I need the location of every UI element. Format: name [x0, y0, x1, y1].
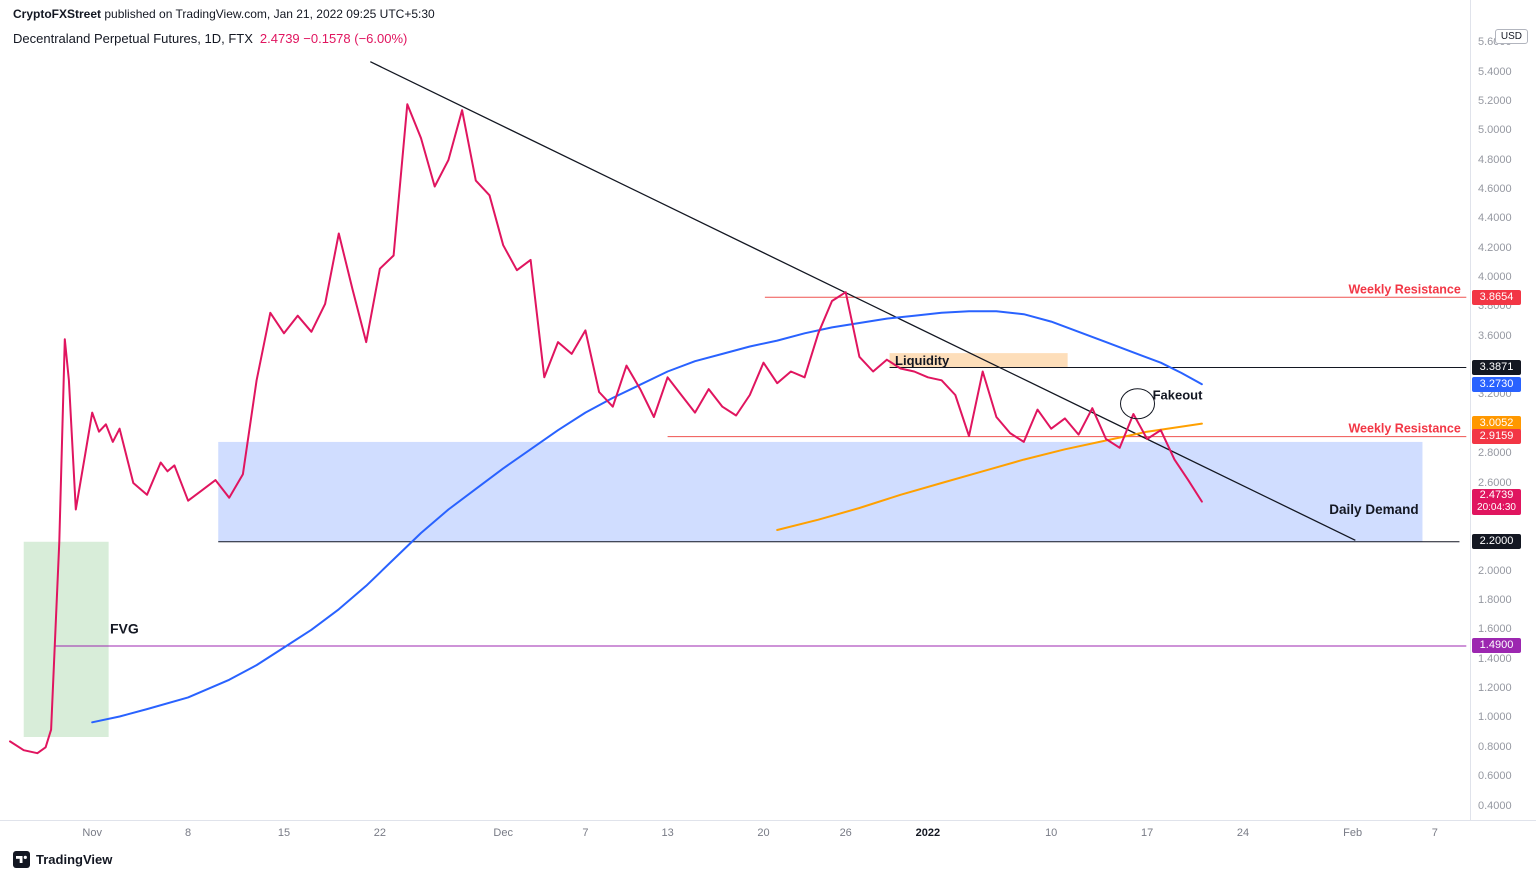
time-axis-label-26: 26 — [839, 827, 852, 839]
price-axis-label: 4.2000 — [1478, 241, 1512, 254]
price-axis-label: 4.0000 — [1478, 271, 1512, 284]
time-axis-label-24: 24 — [1236, 827, 1250, 839]
price-axis-label: 2.6000 — [1478, 476, 1512, 489]
tradingview-logo-icon[interactable] — [13, 850, 30, 868]
countdown-timer: 20:04:30 — [1477, 501, 1516, 513]
price-tag-2.9159: 2.9159 — [1472, 429, 1521, 445]
symbol-title[interactable]: Decentraland Perpetual Futures, 1D, FTX — [13, 31, 253, 46]
price-axis-label: 0.8000 — [1478, 740, 1512, 753]
mana-price-series — [9, 103, 1203, 755]
price-tag-2.4739: 2.4739 20:04:30 — [1472, 488, 1521, 515]
time-axis-label-10: 10 — [1045, 827, 1058, 839]
currency-badge[interactable]: USD — [1494, 29, 1528, 44]
price-change: 2.4739 −0.1578 (−6.00%) — [260, 31, 407, 46]
annotation-fakeout: Fakeout — [1153, 387, 1204, 402]
price-axis-label: 5.4000 — [1478, 65, 1512, 78]
time-axis-label-13: 13 — [661, 827, 674, 839]
time-axis-label-dec: Dec — [493, 827, 513, 839]
time-axis-label-20: 20 — [757, 827, 770, 839]
price-axis-label: 4.6000 — [1478, 182, 1512, 195]
chart-legend: Decentraland Perpetual Futures, 1D, FTX 2… — [13, 31, 407, 46]
attribution: CryptoFXStreet published on TradingView.… — [13, 7, 435, 21]
ascending-support-series — [776, 422, 1203, 531]
annotation-daily-demand: Daily Demand — [1329, 502, 1418, 517]
price-axis-label: 5.2000 — [1478, 94, 1512, 107]
price-tag-3.8654: 3.8654 — [1472, 289, 1521, 305]
price-axis-label: 5.0000 — [1478, 124, 1512, 137]
liquidity-region — [889, 353, 1068, 368]
moving-average-series — [91, 310, 1203, 724]
price-axis-label: 1.8000 — [1478, 593, 1512, 606]
annotation-fvg: FVG — [110, 621, 139, 637]
price-axis-label: 1.0000 — [1478, 711, 1512, 724]
price-axis-label: 4.4000 — [1478, 212, 1512, 225]
price-axis-label: 1.2000 — [1478, 682, 1512, 695]
price-tag-1.4900: 1.4900 — [1472, 638, 1521, 654]
price-axis-label: 2.0000 — [1478, 564, 1512, 577]
price-tag-3.3871: 3.3871 — [1472, 359, 1521, 375]
time-axis-label-feb: Feb — [1343, 827, 1363, 839]
price-axis-label: 4.8000 — [1478, 153, 1512, 166]
tradingview-brand[interactable]: TradingView — [36, 851, 113, 867]
time-axis-label-8: 8 — [185, 827, 192, 839]
price-tag-2.2000: 2.2000 — [1472, 534, 1521, 550]
price-axis-label: 0.6000 — [1478, 770, 1512, 783]
price-tag-3.2730: 3.2730 — [1472, 376, 1521, 392]
price-axis-label: 2.8000 — [1478, 447, 1512, 460]
tradingview-footer: TradingView — [13, 849, 112, 869]
last-price: 2.4739 — [259, 31, 300, 46]
price-tag-3.0052: 3.0052 — [1472, 416, 1521, 432]
fvg-region — [23, 541, 109, 738]
price-axis-label: 0.4000 — [1478, 799, 1512, 812]
time-axis[interactable]: Nov 8 15 22 Dec 7 13 20 26 2022 10 17 24 Feb 7 — [0, 820, 1536, 846]
annotation-liquidity: Liquidity — [895, 353, 950, 368]
price-axis-label: 1.6000 — [1478, 623, 1512, 636]
attribution-text: published on TradingView.com, Jan 21, 20… — [101, 7, 435, 21]
attribution-brand: CryptoFXStreet — [13, 7, 102, 21]
time-axis-label-17: 17 — [1140, 827, 1154, 839]
time-axis-label-7: 7 — [582, 827, 589, 839]
time-axis-label-22: 22 — [373, 827, 387, 839]
annotation-weekly-resistance-lower: Weekly Resistance — [1348, 422, 1460, 436]
chart-canvas[interactable]: Weekly Resistance Weekly Resistance Liquid… — [0, 0, 1536, 820]
price-axis-label: 1.4000 — [1478, 652, 1512, 665]
time-axis-label-nov: Nov — [82, 827, 102, 839]
price-axis[interactable]: USD 5.60005.40005.20005.00004.80004.6000… — [1470, 0, 1536, 820]
annotation-weekly-resistance-upper: Weekly Resistance — [1348, 283, 1460, 297]
time-axis-label-7: 7 — [1431, 827, 1438, 839]
time-axis-label-2022: 2022 — [915, 827, 941, 839]
fakeout-circle — [1120, 388, 1156, 420]
descending-trendline — [370, 61, 1356, 541]
time-axis-label-15: 15 — [277, 827, 291, 839]
daily-demand-region — [218, 441, 1423, 542]
price-axis-label: 3.6000 — [1478, 329, 1512, 342]
change-value: −0.1578 (−6.00%) — [303, 31, 408, 46]
